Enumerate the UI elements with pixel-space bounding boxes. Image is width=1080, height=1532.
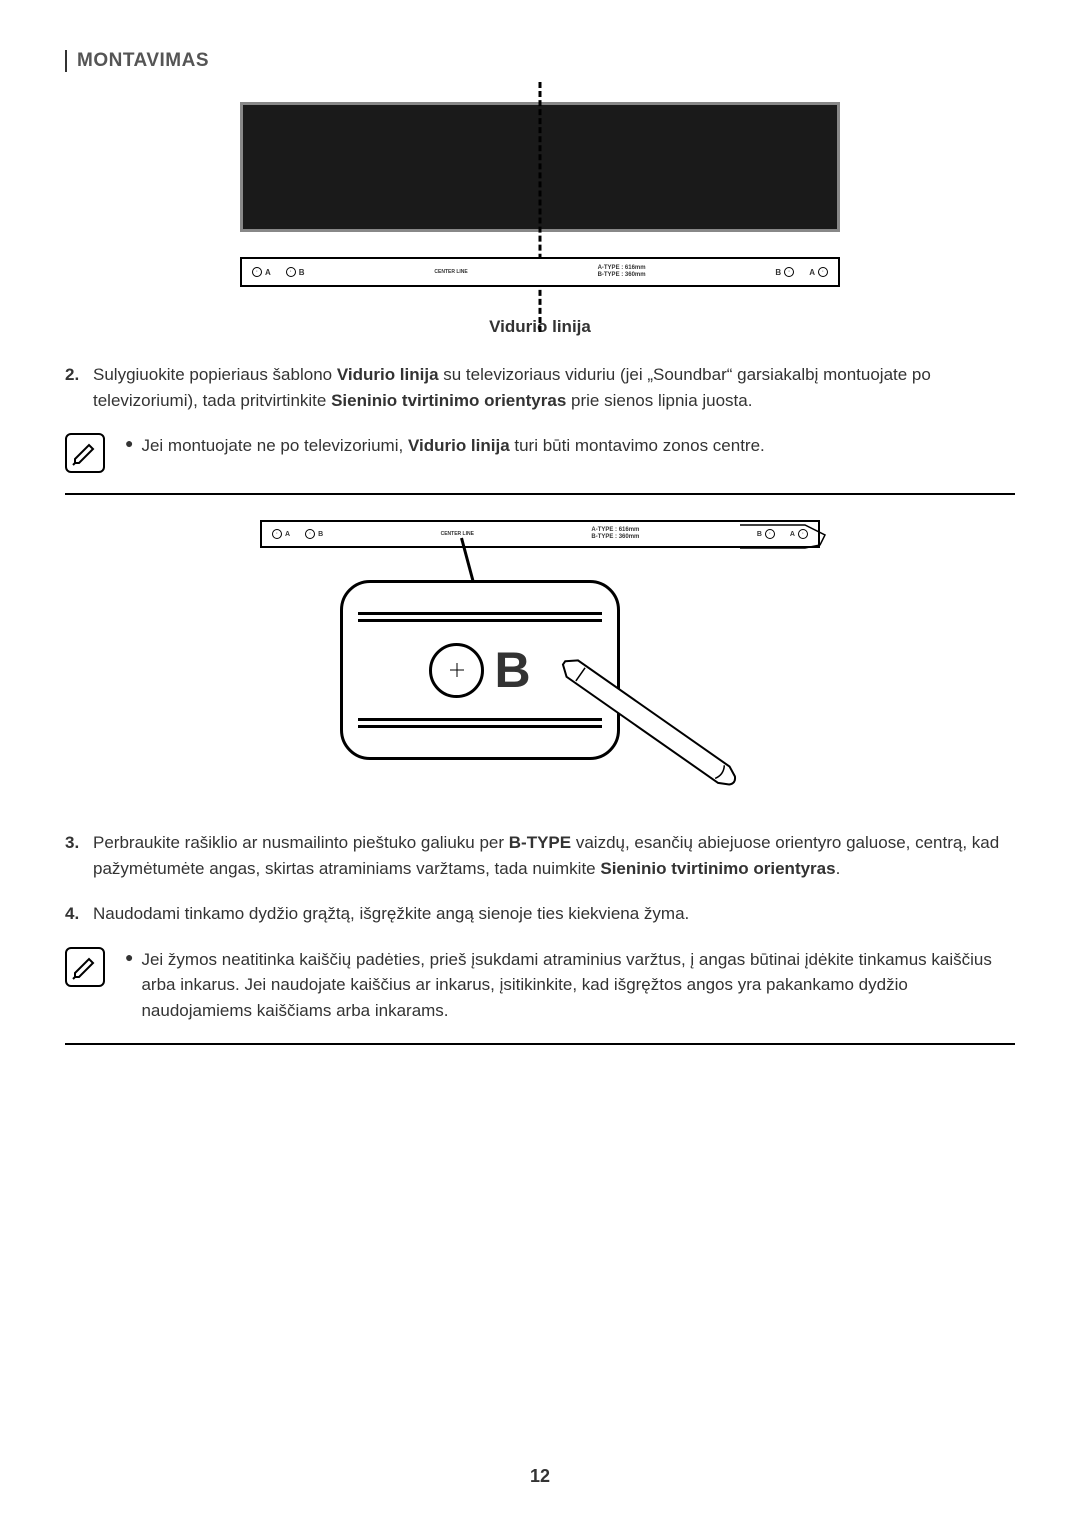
text-fragment: turi būti montavimo zonos centre. <box>510 436 765 455</box>
marker-b-left: · B <box>286 267 305 277</box>
text-bold: Sieninio tvirtinimo orientyras <box>331 391 566 410</box>
text-bold: Sieninio tvirtinimo orientyras <box>600 859 835 878</box>
text-bold: Vidurio linija <box>408 436 510 455</box>
step-text: Sulygiuokite popieriaus šablono Vidurio … <box>93 362 1015 413</box>
pencil-note-icon <box>71 439 99 467</box>
type-a-text: A-TYPE : 616mm <box>591 527 639 534</box>
type-info: A-TYPE : 616mm B-TYPE : 360mm <box>598 265 646 279</box>
crosshair-icon <box>447 660 467 680</box>
note-text: Jei montuojate ne po televizoriumi, Vidu… <box>141 433 764 459</box>
bullet-icon: ● <box>125 433 133 459</box>
step-text: Naudodami tinkamo dydžio grąžtą, išgręžk… <box>93 901 1015 927</box>
figure2-container: · A · B CENTER LINE A-TYPE : 616mm B-TYP… <box>65 520 1015 800</box>
type-b-text: B-TYPE : 360mm <box>591 534 639 541</box>
center-line-label: CENTER LINE <box>434 269 467 275</box>
template-strip-top: · A · B CENTER LINE A-TYPE : 616mm B-TYP… <box>240 257 840 287</box>
strip-left-group: · A · B <box>272 529 323 539</box>
text-fragment: Jei montuojate ne po televizoriumi, <box>141 436 407 455</box>
text-fragment: Perbraukite rašiklio ar nusmailinto pieš… <box>93 833 509 852</box>
circle-marker-icon: · <box>252 267 262 277</box>
note-bullet: ● Jei montuojate ne po televizoriumi, Vi… <box>125 433 1015 459</box>
circle-marker-icon: · <box>818 267 828 277</box>
zoom-inner: B <box>429 641 530 699</box>
note-block-2: ● Jei žymos neatitinka kaiščių padėties,… <box>65 947 1015 1046</box>
note-content: ● Jei žymos neatitinka kaiščių padėties,… <box>125 947 1015 1024</box>
marker-label-a: A <box>285 531 290 538</box>
circle-marker-icon: · <box>286 267 296 277</box>
marker-a-left: · A <box>252 267 271 277</box>
marker-label-a: A <box>809 268 815 277</box>
type-b-text: B-TYPE : 360mm <box>598 272 646 279</box>
marker-label-a: A <box>265 268 271 277</box>
text-bold: B-TYPE <box>509 833 571 852</box>
type-a-text: A-TYPE : 616mm <box>598 265 646 272</box>
circle-marker-icon: · <box>305 529 315 539</box>
figure1-container: · A · B CENTER LINE A-TYPE : 616mm B-TYP… <box>65 102 1015 337</box>
text-fragment: Sulygiuokite popieriaus šablono <box>93 365 337 384</box>
step-3: 3. Perbraukite rašiklio ar nusmailinto p… <box>65 830 1015 881</box>
note-bullet: ● Jei žymos neatitinka kaiščių padėties,… <box>125 947 1015 1024</box>
marker-b-right: B · <box>775 267 794 277</box>
step-2: 2. Sulygiuokite popieriaus šablono Vidur… <box>65 362 1015 413</box>
strip-mid-group: A-TYPE : 616mm B-TYPE : 360mm <box>598 265 646 279</box>
zoom-lines-bottom <box>358 714 602 732</box>
zoom-lines-top <box>358 608 602 626</box>
type-info: A-TYPE : 616mm B-TYPE : 360mm <box>591 527 639 541</box>
marker-a-left: · A <box>272 529 290 539</box>
circle-marker-icon: · <box>272 529 282 539</box>
circle-marker-icon: · <box>784 267 794 277</box>
page-number: 12 <box>530 1466 550 1487</box>
note-block-1: ● Jei montuojate ne po televizoriumi, Vi… <box>65 433 1015 495</box>
strip-left-group: · A · B <box>252 267 305 277</box>
zoom-letter: B <box>494 641 530 699</box>
text-fragment: prie sienos lipnia juosta. <box>566 391 752 410</box>
step-number: 2. <box>65 362 85 413</box>
center-dashed-line <box>539 82 542 332</box>
pencil-note-icon <box>71 953 99 981</box>
note-icon <box>65 947 105 987</box>
note-content: ● Jei montuojate ne po televizoriumi, Vi… <box>125 433 1015 473</box>
text-fragment: . <box>836 859 841 878</box>
center-line-label: CENTER LINE <box>441 531 474 537</box>
marker-label-b: B <box>775 268 781 277</box>
note-text: Jei žymos neatitinka kaiščių padėties, p… <box>141 947 1015 1024</box>
note-icon <box>65 433 105 473</box>
section-heading: MONTAVIMAS <box>65 50 1015 72</box>
figure1: · A · B CENTER LINE A-TYPE : 616mm B-TYP… <box>240 102 840 337</box>
step-number: 3. <box>65 830 85 881</box>
step-4: 4. Naudodami tinkamo dydžio grąžtą, išgr… <box>65 901 1015 927</box>
strip-right-group: B · A · <box>775 267 828 277</box>
step-text: Perbraukite rašiklio ar nusmailinto pieš… <box>93 830 1015 881</box>
step-number: 4. <box>65 901 85 927</box>
marker-a-right: A · <box>809 267 828 277</box>
marker-label-b: B <box>299 268 305 277</box>
bracket-illustration <box>735 520 835 555</box>
marker-label-b: B <box>318 531 323 538</box>
big-circle-marker <box>429 643 484 698</box>
figure2: · A · B CENTER LINE A-TYPE : 616mm B-TYP… <box>260 520 820 800</box>
marker-b-left: · B <box>305 529 323 539</box>
bullet-icon: ● <box>125 947 133 1024</box>
text-bold: Vidurio linija <box>337 365 439 384</box>
